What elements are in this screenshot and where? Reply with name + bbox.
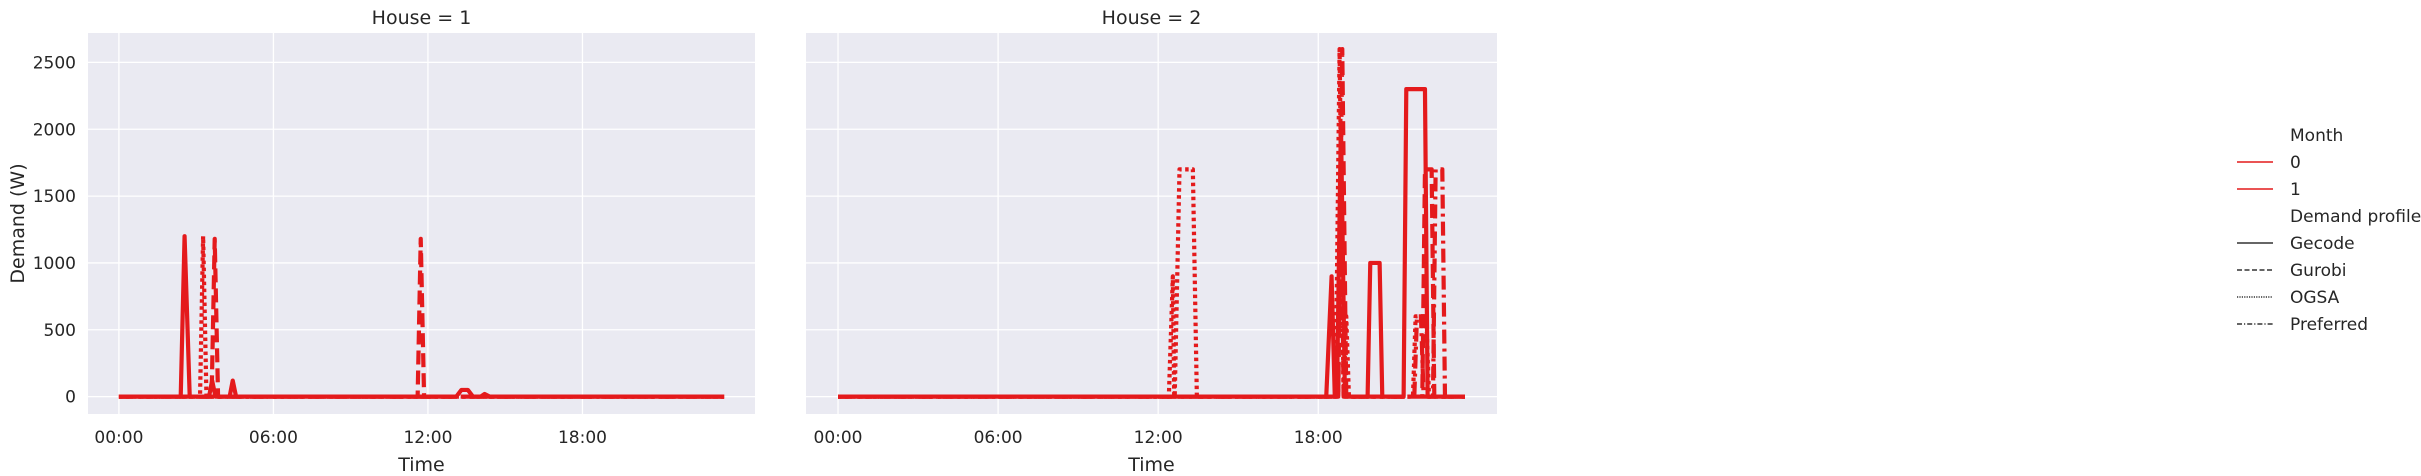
facet-panels: House = 1 00:00 06:00 12:00 18:00 Time 0 500 100… xyxy=(7,7,1497,476)
legend-label-gurobi: Gurobi xyxy=(2290,261,2346,281)
y-tick-label: 0 xyxy=(65,388,76,408)
plot-area xyxy=(806,33,1497,414)
x-tick-label: 12:00 xyxy=(403,428,452,448)
x-tick-label: 18:00 xyxy=(1294,428,1343,448)
legend: Month 0 1 Demand profile Gecode Gurobi OGSA Pre… xyxy=(2237,126,2421,335)
legend-title-profile: Demand profile xyxy=(2290,207,2421,227)
x-tick-label: 18:00 xyxy=(558,428,607,448)
series-line-ogsa xyxy=(838,46,1465,399)
x-tick-label: 06:00 xyxy=(974,428,1023,448)
panel-title: House = 1 xyxy=(372,7,472,29)
facet-panel-2: House = 2 00:00 06:00 12:00 18:00 Time xyxy=(806,7,1497,476)
x-tick-label: 00:00 xyxy=(814,428,863,448)
x-tick-labels: 00:00 06:00 12:00 18:00 xyxy=(814,428,1343,448)
y-tick-label: 2500 xyxy=(33,53,76,73)
legend-label-preferred: Preferred xyxy=(2290,315,2368,335)
x-tick-label: 12:00 xyxy=(1134,428,1183,448)
legend-label-ogsa: OGSA xyxy=(2290,288,2340,308)
y-tick-label: 2000 xyxy=(33,120,76,140)
y-tick-labels: 0 500 1000 1500 2000 2500 xyxy=(33,53,76,407)
y-tick-label: 1000 xyxy=(33,254,76,274)
legend-label-month-0: 0 xyxy=(2290,153,2301,173)
y-tick-label: 1500 xyxy=(33,187,76,207)
legend-label-month-1: 1 xyxy=(2290,180,2301,200)
legend-title-month: Month xyxy=(2290,126,2343,146)
y-axis-label: Demand (W) xyxy=(7,163,29,283)
y-tick-label: 500 xyxy=(44,321,76,341)
x-tick-labels: 00:00 06:00 12:00 18:00 xyxy=(94,428,607,448)
x-tick-label: 00:00 xyxy=(94,428,143,448)
series-line-gecode xyxy=(838,87,1465,399)
series-line-preferred xyxy=(838,140,1465,399)
x-tick-label: 06:00 xyxy=(249,428,298,448)
panel-title: House = 2 xyxy=(1102,7,1202,29)
legend-label-gecode: Gecode xyxy=(2290,234,2355,254)
series-line-ogsa xyxy=(118,234,725,399)
facet-panel-1: House = 1 00:00 06:00 12:00 18:00 Time 0 500 100… xyxy=(7,7,755,476)
gridlines xyxy=(806,33,1497,414)
x-axis-label: Time xyxy=(397,454,445,476)
series-lines xyxy=(838,46,1465,399)
series-lines xyxy=(118,234,725,399)
x-axis-label: Time xyxy=(1127,454,1175,476)
